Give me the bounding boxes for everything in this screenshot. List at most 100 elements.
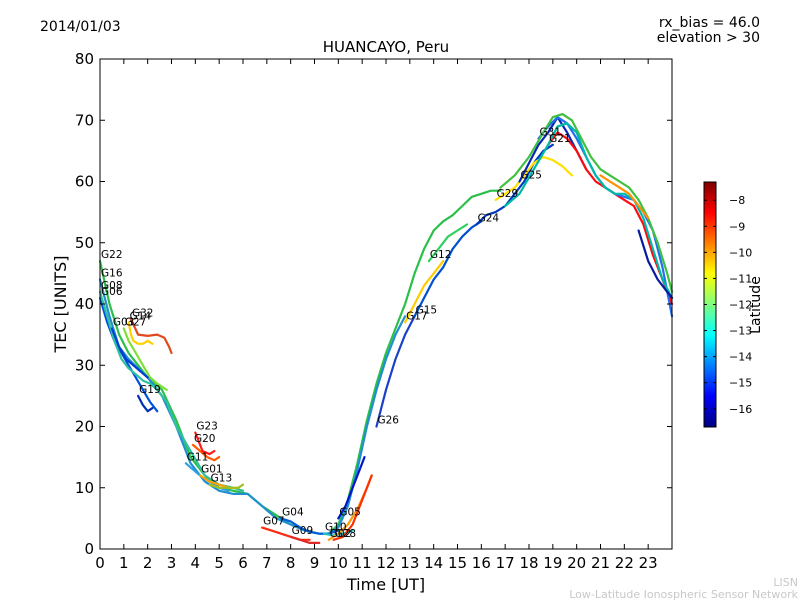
- series-line-g09: [289, 535, 321, 545]
- x-tick-label: 8: [286, 554, 296, 572]
- series-label-g16: G16: [101, 268, 123, 280]
- series-label-g12: G12: [430, 249, 452, 261]
- series-label-g03: G03: [113, 317, 134, 329]
- series-line-g19: [137, 394, 154, 413]
- series-label-g26: G26: [377, 415, 399, 427]
- series-line-g05: [337, 456, 366, 520]
- x-tick-label: 16: [472, 554, 491, 572]
- latitude-colorbar: −8 −9 −10 −11 −12 −13 −14 −15 −16 Latitude: [703, 181, 764, 428]
- series-label-g22: G22: [101, 249, 123, 261]
- series-label-g13: G13: [211, 473, 233, 485]
- series-line: [637, 229, 674, 299]
- x-axis-label: Time [UT]: [346, 575, 425, 594]
- plot-background: [100, 59, 672, 549]
- series-line-g17: [404, 260, 445, 324]
- series-label-g10: G10: [325, 522, 347, 534]
- colorbar-tick-label: −8: [729, 194, 745, 207]
- series-label-g29: G29: [497, 188, 518, 200]
- x-tick-label: 17: [496, 554, 515, 572]
- series-layer: [98, 112, 674, 545]
- x-tick-label: 1: [119, 554, 129, 572]
- series-line-g14: [127, 321, 154, 345]
- colorbar-tick-label: −13: [729, 325, 752, 338]
- series-label-g27: G27: [125, 317, 147, 329]
- x-tick-label: 20: [567, 554, 586, 572]
- x-tick-label: 10: [329, 554, 348, 572]
- series-label-g15: G15: [416, 304, 438, 316]
- series-line: [499, 112, 674, 293]
- series-label-g14: G14: [130, 310, 152, 322]
- colorbar-label: Latitude: [748, 276, 764, 334]
- y-axis-label: TEC [UNITS]: [51, 256, 70, 354]
- x-tick-label: 0: [95, 554, 105, 572]
- series-line-g12: [427, 223, 469, 263]
- series-line-g03: [110, 327, 149, 379]
- x-tick-label: 21: [591, 554, 610, 572]
- y-tick-label: 0: [84, 540, 94, 558]
- x-tick-label: 9: [310, 554, 320, 572]
- x-tick-label: 4: [191, 554, 201, 572]
- x-tick-label: 19: [543, 554, 562, 572]
- series-label-g19: G19: [139, 384, 161, 396]
- y-tick-label: 10: [75, 479, 94, 497]
- series-line: [599, 174, 650, 220]
- series-label-g17: G17: [406, 310, 428, 322]
- y-axis: 0 10 20 30 40 50 60 70 80: [75, 50, 672, 558]
- series-line-g24: [475, 143, 554, 226]
- series-label-g05: G05: [339, 506, 361, 518]
- colorbar-tick-label: −9: [729, 220, 745, 233]
- colorbar-tick-label: −15: [729, 377, 752, 390]
- x-tick-label: 23: [639, 554, 658, 572]
- series-label-g25: G25: [520, 170, 542, 182]
- series-label-g21: G21: [549, 133, 571, 145]
- series-line-g28: [332, 474, 373, 541]
- series-label-g24: G24: [478, 212, 500, 224]
- y-tick-label: 30: [75, 356, 94, 374]
- x-tick-label: 18: [519, 554, 538, 572]
- series-line-g15: [413, 220, 483, 318]
- series-line-g32: [129, 318, 173, 355]
- series-label-g23: G23: [196, 421, 218, 433]
- colorbar-tick-label: −10: [729, 246, 752, 259]
- series-label-g08: G08: [101, 280, 123, 292]
- colorbar-tick-label: −12: [729, 299, 752, 312]
- y-tick-label: 80: [75, 50, 94, 68]
- x-tick-label: 11: [353, 554, 372, 572]
- series-label-g11: G11: [187, 451, 209, 463]
- y-tick-label: 20: [75, 418, 94, 436]
- x-tick-label: 5: [214, 554, 224, 572]
- rx-bias-label: rx_bias = 46.0: [659, 15, 760, 31]
- watermark-long: Low-Latitude Ionospheric Sensor Network: [569, 588, 798, 600]
- series-label-g20: G20: [194, 433, 216, 445]
- y-tick-label: 60: [75, 173, 94, 191]
- series-line-g13: [208, 483, 245, 489]
- series-line-g20: [191, 443, 221, 462]
- x-tick-label: 2: [143, 554, 153, 572]
- series-line-g27: [122, 327, 168, 391]
- plot-area: G22G16G06G08G27G14G32G03G19G20G11G23G01G…: [75, 50, 674, 572]
- series-line-g08: [98, 290, 245, 492]
- y-tick-label: 50: [75, 234, 94, 252]
- series-line-g06: [98, 296, 159, 413]
- colorbar-ticks: −8 −9 −10 −11 −12 −13 −14 −15 −16: [704, 194, 752, 416]
- x-tick-label: 6: [238, 554, 248, 572]
- series-line: [504, 122, 674, 299]
- x-tick-label: 15: [448, 554, 467, 572]
- colorbar-tick-label: −16: [729, 403, 752, 416]
- x-tick-label: 13: [400, 554, 419, 572]
- series-label-g07: G07: [263, 516, 285, 528]
- colorbar-tick-label: −11: [729, 272, 752, 285]
- x-axis: 0 1 2 3 4 5 6 7 8 9 10 11 12 13 14 15 16 17 18 19 20 21 22 23: [95, 59, 658, 572]
- series-line-g29: [494, 155, 574, 201]
- series-label-g01: G01: [201, 464, 223, 476]
- series-line-g23: [194, 431, 216, 456]
- x-tick-label: 12: [376, 554, 395, 572]
- series-label-g28: G28: [335, 528, 357, 540]
- series-label-g02: G02: [330, 528, 352, 540]
- colorbar-tick-label: −14: [729, 351, 752, 364]
- series-label-g09: G09: [292, 525, 314, 537]
- watermark-short: LISN: [773, 576, 798, 589]
- x-tick-label: 3: [167, 554, 177, 572]
- x-tick-label: 7: [262, 554, 272, 572]
